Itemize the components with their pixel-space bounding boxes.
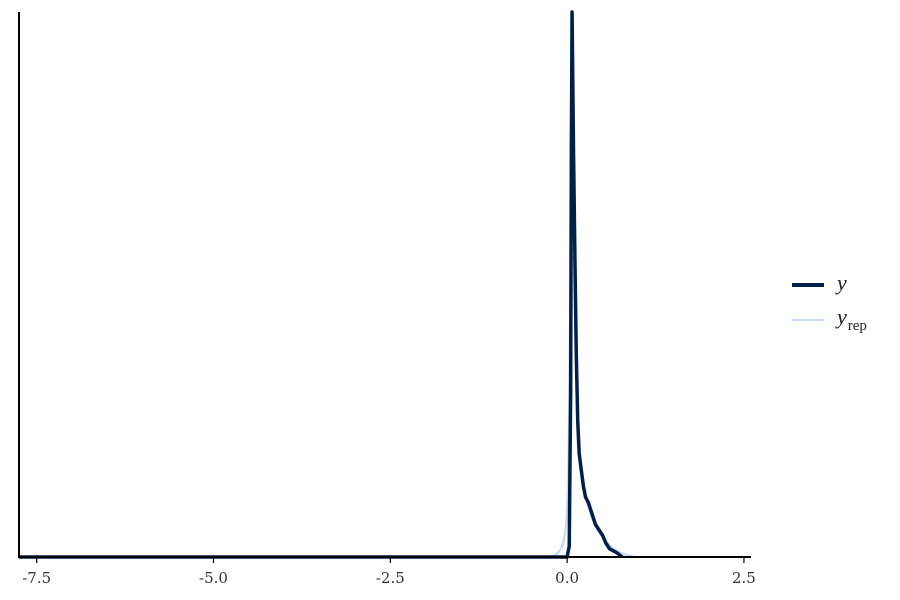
x-tick-label: -2.5 (376, 569, 405, 587)
yrep-line-2 (19, 131, 640, 558)
x-tick-label: 0.0 (555, 569, 579, 587)
legend-label-yrep-base: y (835, 304, 847, 329)
legend-entry-y: y (792, 270, 847, 295)
y-line (19, 10, 624, 559)
x-tick-label: -7.5 (22, 569, 51, 587)
yrep-line-3 (19, 109, 637, 558)
legend: y yrep (792, 270, 867, 334)
x-tick-label: -5.0 (199, 569, 228, 587)
legend-label-y: y (835, 270, 847, 295)
y-density-line (19, 10, 624, 559)
legend-entry-yrep: yrep (792, 304, 867, 334)
yrep-density-lines (19, 103, 640, 558)
x-axis-ticks: -7.5 -5.0 -2.5 0.0 2.5 (22, 557, 756, 587)
legend-label-yrep-subscript: rep (848, 318, 867, 334)
yrep-line-1 (19, 103, 638, 558)
legend-label-yrep: yrep (835, 304, 867, 334)
x-tick-label: 2.5 (732, 569, 756, 587)
yrep-line-4 (19, 163, 635, 558)
